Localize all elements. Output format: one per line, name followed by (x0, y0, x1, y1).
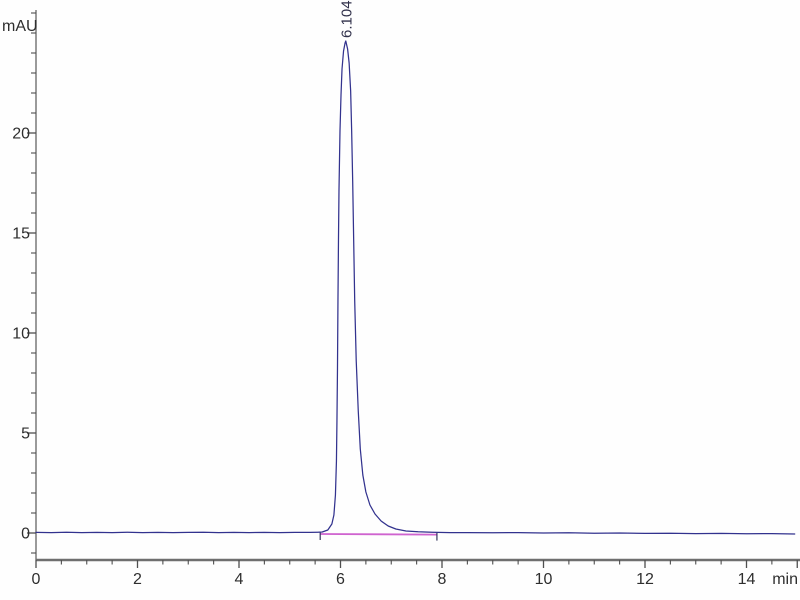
x-tick-label: 14 (738, 571, 756, 588)
x-tick-label: 4 (235, 571, 244, 588)
y-tick-label: 20 (12, 126, 30, 143)
y-tick-label: 15 (12, 226, 30, 243)
series-layer (35, 40, 796, 541)
x-axis-unit-label: min (772, 571, 798, 588)
y-tick-label: 5 (21, 426, 30, 443)
integration-baseline (320, 533, 437, 536)
y-tick-label: 10 (12, 326, 30, 343)
x-tick-label: 10 (535, 571, 553, 588)
y-axis: 0 5 10 15 20 (12, 10, 37, 560)
x-tick-label: 6 (336, 571, 345, 588)
y-axis-unit-label: mAU (2, 18, 38, 35)
x-tick-label: 0 (32, 571, 41, 588)
x-tick-label: 12 (636, 571, 654, 588)
x-tick-label: 2 (133, 571, 142, 588)
x-axis: 0 2 4 6 8 10 12 14 (32, 558, 800, 588)
x-tick-label: 8 (438, 571, 447, 588)
peak-retention-time-label: 6.104 (338, 0, 355, 38)
signal-trace (35, 40, 796, 535)
y-tick-label: 0 (21, 526, 30, 543)
